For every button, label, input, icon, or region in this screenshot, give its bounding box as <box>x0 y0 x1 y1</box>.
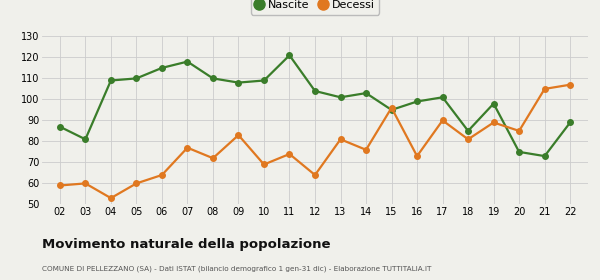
Legend: Nascite, Decessi: Nascite, Decessi <box>251 0 379 15</box>
Nascite <box>464 129 472 132</box>
Decessi <box>490 121 497 124</box>
Nascite <box>235 81 242 84</box>
Decessi <box>362 148 370 151</box>
Text: Movimento naturale della popolazione: Movimento naturale della popolazione <box>42 238 331 251</box>
Nascite <box>490 102 497 105</box>
Decessi <box>209 157 217 160</box>
Decessi <box>337 138 344 141</box>
Nascite <box>337 95 344 99</box>
Decessi <box>56 184 64 187</box>
Decessi <box>439 119 446 122</box>
Decessi <box>464 138 472 141</box>
Decessi <box>235 133 242 137</box>
Decessi <box>515 129 523 132</box>
Decessi <box>388 106 395 109</box>
Nascite <box>209 77 217 80</box>
Nascite <box>82 138 89 141</box>
Line: Nascite: Nascite <box>57 53 573 159</box>
Nascite <box>133 77 140 80</box>
Nascite <box>515 150 523 153</box>
Decessi <box>260 163 268 166</box>
Nascite <box>184 60 191 63</box>
Line: Decessi: Decessi <box>57 82 573 201</box>
Nascite <box>388 108 395 111</box>
Decessi <box>413 154 421 158</box>
Decessi <box>107 197 115 200</box>
Text: COMUNE DI PELLEZZANO (SA) - Dati ISTAT (bilancio demografico 1 gen-31 dic) - Ela: COMUNE DI PELLEZZANO (SA) - Dati ISTAT (… <box>42 266 431 272</box>
Decessi <box>82 182 89 185</box>
Decessi <box>158 173 166 177</box>
Nascite <box>286 53 293 57</box>
Nascite <box>362 91 370 95</box>
Nascite <box>541 154 548 158</box>
Decessi <box>133 182 140 185</box>
Nascite <box>260 79 268 82</box>
Nascite <box>413 100 421 103</box>
Decessi <box>286 152 293 156</box>
Decessi <box>184 146 191 150</box>
Nascite <box>107 79 115 82</box>
Nascite <box>566 121 574 124</box>
Decessi <box>311 173 319 177</box>
Nascite <box>439 95 446 99</box>
Nascite <box>158 66 166 69</box>
Nascite <box>56 125 64 128</box>
Decessi <box>541 87 548 90</box>
Nascite <box>311 89 319 93</box>
Decessi <box>566 83 574 86</box>
